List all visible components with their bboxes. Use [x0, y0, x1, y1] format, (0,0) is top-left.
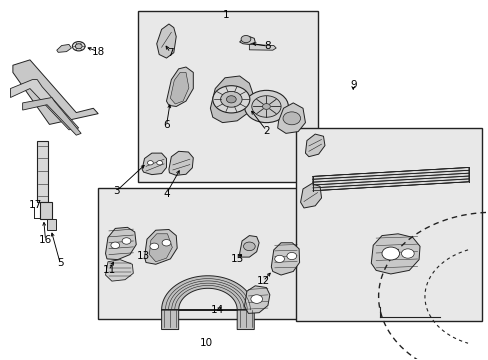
Circle shape: [72, 41, 85, 51]
Polygon shape: [239, 235, 259, 257]
Circle shape: [262, 104, 270, 109]
Polygon shape: [271, 243, 299, 275]
Text: 6: 6: [163, 121, 169, 130]
Polygon shape: [149, 234, 172, 262]
Circle shape: [250, 295, 262, 303]
Circle shape: [286, 252, 296, 260]
Text: 3: 3: [113, 186, 120, 196]
Text: 2: 2: [263, 126, 269, 135]
Bar: [138, 12, 317, 182]
Circle shape: [111, 242, 120, 248]
Bar: [37, 140, 48, 202]
Circle shape: [243, 242, 255, 251]
Polygon shape: [168, 151, 193, 175]
Polygon shape: [161, 276, 254, 329]
Text: 7: 7: [167, 48, 173, 58]
Circle shape: [122, 238, 131, 244]
Text: 12: 12: [256, 276, 269, 286]
Text: 13: 13: [136, 251, 149, 261]
Text: 1: 1: [222, 10, 229, 20]
Polygon shape: [305, 134, 325, 157]
Text: 8: 8: [264, 41, 271, 51]
Polygon shape: [249, 44, 276, 50]
Polygon shape: [312, 167, 468, 191]
Bar: [295, 129, 481, 321]
Text: 9: 9: [349, 80, 356, 90]
Polygon shape: [144, 229, 177, 264]
Polygon shape: [142, 153, 166, 175]
Circle shape: [251, 96, 281, 117]
Text: 14: 14: [211, 305, 224, 315]
Text: 4: 4: [163, 189, 169, 199]
Bar: [47, 220, 56, 230]
Polygon shape: [57, 44, 71, 52]
Text: 15: 15: [230, 254, 244, 264]
Text: 5: 5: [57, 258, 63, 268]
Polygon shape: [10, 80, 79, 130]
Bar: [40, 202, 52, 220]
Polygon shape: [170, 72, 188, 104]
Circle shape: [150, 243, 158, 249]
Circle shape: [381, 247, 399, 260]
Text: 10: 10: [200, 338, 213, 348]
Circle shape: [147, 161, 153, 165]
Polygon shape: [210, 76, 254, 123]
Circle shape: [212, 86, 249, 113]
Circle shape: [220, 91, 242, 107]
Polygon shape: [277, 103, 305, 134]
Circle shape: [241, 36, 250, 42]
Circle shape: [274, 255, 284, 262]
Text: 18: 18: [91, 46, 104, 57]
Polygon shape: [105, 227, 136, 260]
Circle shape: [401, 249, 413, 258]
Polygon shape: [244, 286, 269, 314]
Polygon shape: [370, 234, 419, 274]
Polygon shape: [13, 60, 98, 125]
Circle shape: [162, 239, 170, 246]
Text: 17: 17: [29, 200, 42, 210]
Bar: [98, 188, 319, 319]
Polygon shape: [166, 67, 193, 107]
Polygon shape: [22, 98, 81, 135]
Circle shape: [157, 161, 162, 165]
Polygon shape: [105, 260, 133, 281]
Circle shape: [283, 112, 300, 125]
Circle shape: [244, 90, 288, 123]
Polygon shape: [300, 184, 321, 208]
Text: 11: 11: [102, 265, 115, 275]
Polygon shape: [157, 24, 176, 58]
Circle shape: [226, 96, 236, 103]
Polygon shape: [239, 37, 255, 44]
Circle shape: [75, 44, 82, 49]
Text: 16: 16: [39, 235, 52, 245]
